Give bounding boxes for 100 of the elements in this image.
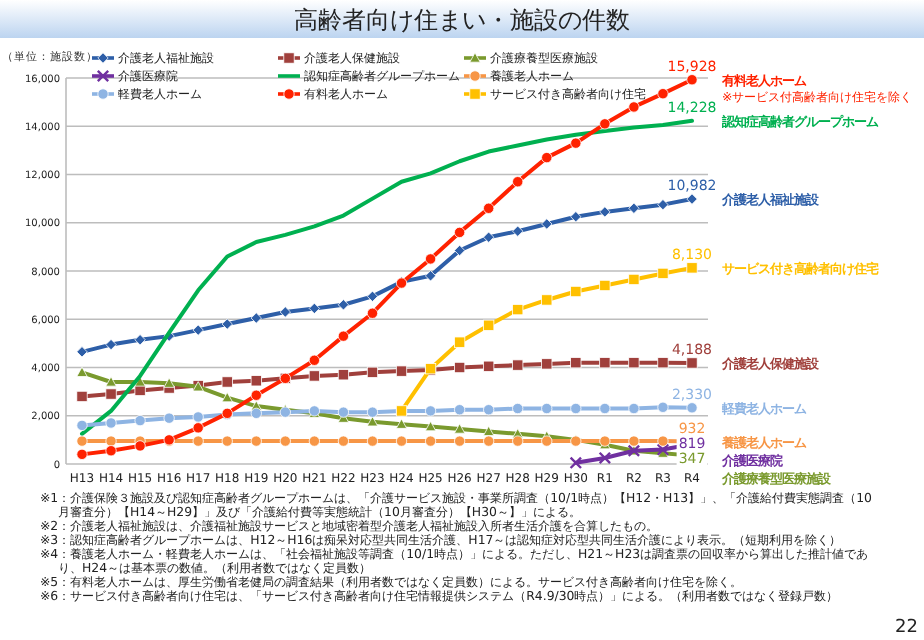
point: [105, 376, 117, 387]
text: 22: [895, 618, 918, 638]
point: [337, 406, 350, 418]
point: [192, 411, 204, 423]
point: [76, 390, 88, 403]
point: [628, 202, 640, 214]
point: [454, 336, 466, 348]
point: [454, 404, 466, 416]
point: [628, 435, 640, 447]
point: [483, 319, 495, 331]
point: [512, 402, 524, 415]
point: [454, 244, 466, 257]
point: [628, 101, 640, 113]
point: [366, 290, 379, 302]
point: [599, 118, 611, 130]
point: [105, 445, 117, 457]
point: [76, 435, 88, 447]
point: [483, 202, 495, 214]
point: [454, 226, 466, 238]
point: [250, 312, 262, 324]
point: [163, 412, 175, 424]
point: [250, 375, 262, 387]
point: [250, 435, 262, 447]
point: [570, 285, 582, 298]
point: [76, 448, 88, 460]
point: [657, 88, 669, 100]
point: [308, 435, 320, 447]
point: [250, 389, 262, 401]
point: [598, 451, 612, 465]
point: [221, 376, 233, 388]
point: [569, 456, 583, 470]
point: [192, 422, 204, 434]
point: [454, 423, 466, 434]
point: [512, 359, 524, 371]
point: [686, 74, 698, 86]
point: [337, 299, 350, 311]
point: [599, 357, 611, 369]
point: [512, 225, 524, 237]
point: [628, 402, 640, 415]
point: [483, 360, 495, 372]
point: [76, 366, 88, 377]
point: [483, 231, 495, 243]
point: [541, 218, 553, 230]
point: [221, 435, 233, 447]
point: [424, 421, 437, 432]
point: [541, 152, 553, 164]
point: [454, 361, 466, 374]
point: [134, 334, 146, 346]
point: [308, 354, 320, 366]
point: [657, 357, 669, 369]
point: [395, 365, 408, 377]
point: [395, 435, 408, 447]
point: [483, 425, 495, 436]
point: [424, 253, 437, 265]
point: [483, 435, 495, 447]
point: [279, 435, 291, 447]
point: [308, 370, 320, 382]
point: [279, 306, 291, 318]
point: [366, 416, 379, 427]
point: [308, 302, 320, 314]
chart-title: 高齢者向け住まい・施設の件数: [294, 6, 630, 34]
point: [512, 304, 524, 316]
point: [192, 324, 204, 336]
point: [686, 402, 698, 414]
point: [221, 392, 233, 403]
point: [134, 440, 146, 452]
point: [512, 435, 524, 447]
point: [337, 330, 350, 342]
point: [628, 357, 640, 369]
point: [366, 366, 379, 378]
point: [76, 419, 88, 431]
point: [192, 435, 204, 447]
point: [541, 358, 553, 370]
point: [686, 262, 698, 274]
point: [541, 294, 553, 306]
point: [628, 273, 640, 286]
point: [105, 417, 117, 429]
point: [570, 211, 582, 223]
point: [366, 307, 379, 319]
point: [424, 435, 437, 447]
point: [105, 338, 117, 351]
point: [337, 435, 350, 447]
point: [599, 402, 611, 415]
point: [483, 404, 495, 416]
point: [541, 402, 553, 415]
point: [134, 414, 146, 427]
point: [657, 267, 669, 280]
point: [105, 435, 117, 447]
point: [657, 199, 669, 211]
point: [337, 369, 350, 381]
point: [366, 435, 379, 447]
point: [454, 435, 466, 447]
point: [686, 193, 698, 205]
point: [686, 357, 698, 369]
point: [76, 346, 88, 358]
point: [512, 176, 524, 188]
point: [424, 270, 437, 282]
point: [250, 407, 262, 419]
point: [657, 435, 669, 447]
point: [395, 418, 408, 429]
